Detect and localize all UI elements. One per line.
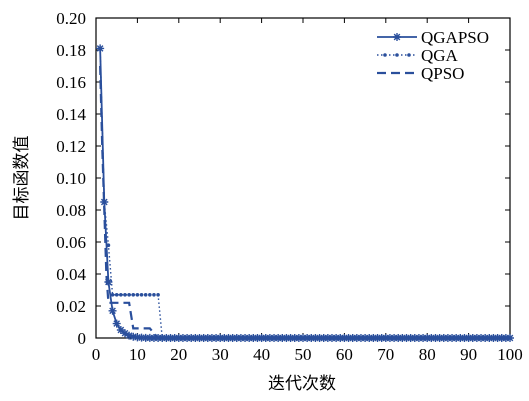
- x-tick-label: 50: [295, 345, 312, 364]
- point-qga: [359, 336, 363, 340]
- series-layer: [96, 44, 514, 342]
- point-qga: [143, 293, 148, 297]
- legend-item-qga: QGA: [377, 46, 459, 65]
- legend-label: QGA: [421, 46, 459, 65]
- series-line-qpso: [99, 65, 510, 340]
- x-tick-label: 20: [170, 345, 187, 364]
- point-qga: [102, 200, 107, 204]
- series-line-qgapso: [99, 48, 510, 339]
- point-qgapso: [133, 333, 142, 342]
- y-tick-label: 0.12: [56, 137, 86, 156]
- point-qga: [218, 336, 222, 340]
- point-qga: [441, 336, 446, 340]
- point-qgapso: [125, 331, 134, 340]
- point-qga: [131, 293, 136, 297]
- y-tick-label: 0.10: [56, 169, 86, 188]
- x-tick-label: 90: [460, 345, 477, 364]
- y-tick-label: 0.08: [56, 201, 86, 220]
- y-tick-label: 0.06: [56, 233, 86, 252]
- x-tick-label: 0: [92, 345, 101, 364]
- axes: 0 10 20 30 40 50 60 70 80 90 100 0 0.02 0.04 0.06 0.08 0…: [56, 9, 523, 364]
- point-qga: [135, 293, 140, 297]
- point-qga: [152, 293, 156, 297]
- legend-label: QPSO: [421, 64, 464, 83]
- y-tick-label: 0.18: [56, 41, 86, 60]
- point-qga: [205, 336, 210, 340]
- legend-item-qgapso: QGAPSO: [377, 28, 489, 47]
- point-qga: [114, 293, 119, 297]
- point-qga: [388, 336, 392, 340]
- point-qga: [317, 336, 322, 340]
- legend-marker: [395, 53, 399, 57]
- point-qga: [123, 293, 127, 297]
- point-qga: [156, 293, 160, 297]
- point-qgapso: [112, 319, 121, 328]
- y-axis-title: 目标函数值: [12, 136, 32, 221]
- point-qgapso: [116, 326, 125, 334]
- y-tick-label: 0.04: [56, 265, 86, 284]
- point-qgapso: [149, 333, 158, 342]
- point-qgapso: [108, 306, 117, 315]
- legend-marker: [407, 53, 411, 57]
- point-qga: [139, 293, 144, 297]
- point-qgapso: [141, 333, 150, 342]
- y-tick-label: 0.16: [56, 73, 86, 92]
- point-qga: [247, 336, 251, 340]
- point-qga: [458, 336, 463, 340]
- point-qga: [499, 336, 504, 340]
- point-qgapso: [129, 332, 138, 341]
- x-tick-label: 30: [212, 345, 229, 364]
- x-tick-label: 100: [497, 345, 523, 364]
- series-line-qga: [99, 48, 510, 339]
- legend-label: QGAPSO: [421, 28, 489, 47]
- point-qga: [371, 336, 376, 340]
- point-qga: [98, 46, 102, 51]
- point-qga: [110, 293, 115, 297]
- point-qga: [119, 293, 123, 297]
- y-tick-label: 0: [78, 329, 87, 348]
- legend-item-qpso: QPSO: [377, 64, 464, 83]
- point-qga: [330, 336, 334, 340]
- legend-marker: [383, 53, 387, 57]
- point-qga: [400, 336, 405, 340]
- y-tick-label: 0.14: [56, 105, 86, 124]
- legend-marker: [393, 33, 401, 41]
- series-qga: [98, 46, 512, 340]
- point-qga: [189, 336, 194, 340]
- point-qgapso: [120, 329, 129, 338]
- point-qga: [127, 293, 131, 297]
- series-qgapso: [96, 44, 514, 342]
- point-qga: [429, 336, 434, 340]
- point-qga: [470, 336, 475, 340]
- point-qga: [106, 243, 111, 247]
- point-qgapso: [104, 278, 113, 286]
- point-qgapso: [137, 333, 146, 342]
- point-qga: [288, 336, 293, 340]
- x-tick-label: 80: [419, 345, 436, 364]
- point-qga: [148, 293, 152, 297]
- y-tick-label: 0.02: [56, 297, 86, 316]
- y-tick-label: 0.20: [56, 9, 86, 28]
- series-qpso: [99, 65, 510, 340]
- x-tick-label: 40: [253, 345, 270, 364]
- point-qga: [177, 336, 181, 340]
- x-tick-label: 10: [129, 345, 146, 364]
- x-tick-label: 70: [377, 345, 394, 364]
- x-tick-label: 60: [336, 345, 353, 364]
- point-qga: [259, 336, 264, 340]
- point-qga: [276, 336, 280, 340]
- point-qgapso: [145, 333, 154, 342]
- x-axis-title: 迭代次数: [268, 374, 336, 394]
